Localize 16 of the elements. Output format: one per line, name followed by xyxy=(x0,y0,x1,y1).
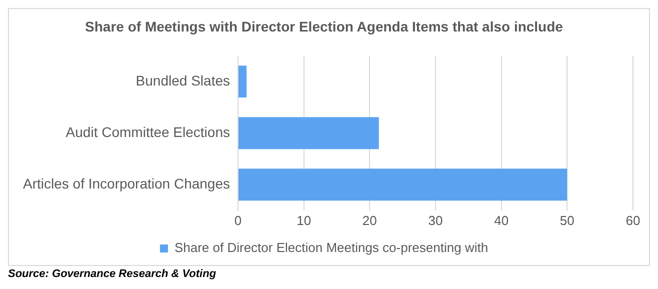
x-tick-label: 60 xyxy=(626,212,640,228)
x-tick-label: 40 xyxy=(494,212,509,228)
bar xyxy=(238,66,247,98)
chart-title: Share of Meetings with Director Election Agenda Items that also include xyxy=(85,18,564,34)
x-tick-label: 20 xyxy=(362,212,377,228)
bar xyxy=(238,117,379,150)
y-tick-label: Audit Committee Elections xyxy=(66,124,230,140)
y-tick-label: Bundled Slates xyxy=(136,72,230,88)
x-tick-label: 50 xyxy=(560,212,574,228)
x-tick-label: 0 xyxy=(234,212,242,228)
y-tick-label: Articles of Incorporation Changes xyxy=(23,175,230,192)
bar xyxy=(238,168,568,201)
x-tick-label: 30 xyxy=(428,212,443,228)
legend-label: Share of Director Election Meetings co-presenting with xyxy=(174,240,488,256)
source-note: Source: Governance Research & Voting xyxy=(8,268,218,280)
x-tick-label: 10 xyxy=(296,212,312,228)
